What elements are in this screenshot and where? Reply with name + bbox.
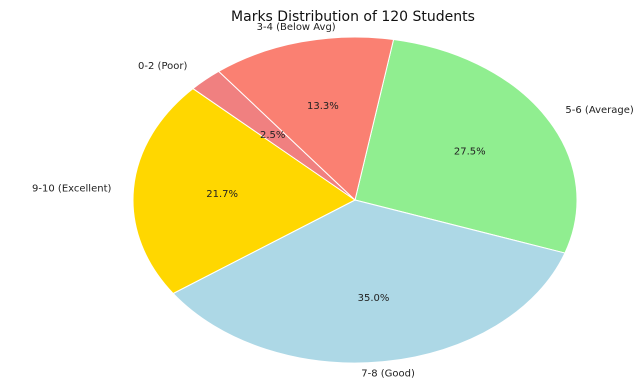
category-label-0-2-poor: 0-2 (Poor) (138, 61, 187, 72)
category-label-7-8-good: 7-8 (Good) (361, 369, 415, 380)
pie-slice-7-8-good (172, 199, 566, 364)
pct-label-0-2-poor: 2.5% (260, 130, 285, 141)
pct-label-9-10-excellent: 21.7% (206, 189, 238, 200)
chart-title: Marks Distribution of 120 Students (231, 9, 475, 25)
pie-slice-9-10-excellent (132, 87, 356, 295)
pct-label-3-4-below-avg: 13.3% (307, 101, 339, 112)
pie-labels: 27.5% 5-6 (Average) 35.0% 7-8 (Good) 21.7% 9-… (32, 22, 634, 380)
category-label-9-10-excellent: 9-10 (Excellent) (32, 183, 111, 194)
pct-label-7-8-good: 35.0% (358, 293, 390, 304)
pie-slice-3-4-below-avg (217, 36, 395, 201)
pct-label-5-6-average: 27.5% (454, 146, 486, 157)
pie-slices (132, 36, 578, 364)
category-label-5-6-average: 5-6 (Average) (565, 105, 633, 116)
category-label-3-4-below-avg: 3-4 (Below Avg) (257, 22, 336, 33)
pie-slice-5-6-average (354, 38, 578, 254)
